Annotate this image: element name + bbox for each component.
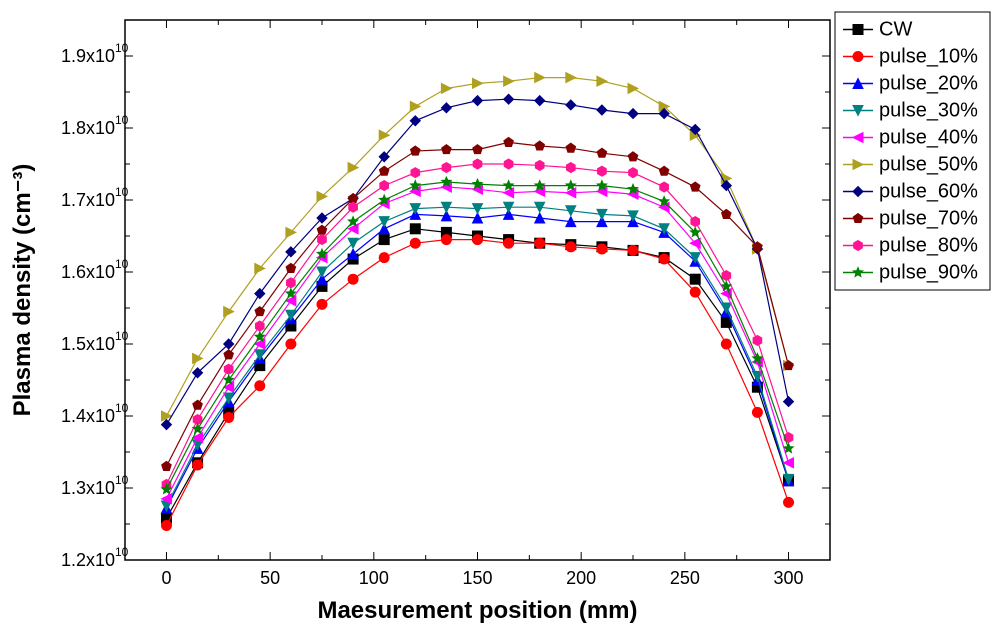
legend-label: pulse_80% xyxy=(879,235,978,257)
x-axis-label: Maesurement position (mm) xyxy=(317,597,637,624)
x-tick-label: 50 xyxy=(260,568,280,588)
x-tick-label: 0 xyxy=(161,568,171,588)
y-tick-label: 1.7x10 xyxy=(61,190,115,210)
legend-label: pulse_10% xyxy=(879,46,978,68)
y-tick-exp: 10 xyxy=(115,185,129,199)
y-tick-label: 1.3x10 xyxy=(61,478,115,498)
x-tick-label: 250 xyxy=(670,568,700,588)
chart-svg: 0501001502002503001.2x10101.3x10101.4x10… xyxy=(0,0,993,633)
y-tick-exp: 10 xyxy=(115,401,129,415)
legend-label: pulse_70% xyxy=(879,208,978,230)
x-tick-label: 200 xyxy=(566,568,596,588)
y-tick-exp: 10 xyxy=(115,473,129,487)
legend-label: pulse_30% xyxy=(879,100,978,122)
y-tick-exp: 10 xyxy=(115,329,129,343)
legend-label: pulse_50% xyxy=(879,154,978,176)
x-tick-label: 300 xyxy=(774,568,804,588)
plasma-density-chart: 0501001502002503001.2x10101.3x10101.4x10… xyxy=(0,0,993,633)
y-tick-label: 1.5x10 xyxy=(61,334,115,354)
legend-label: pulse_40% xyxy=(879,127,978,149)
y-axis-label: Plasma density (cm⁻³) xyxy=(9,164,36,417)
legend-label: pulse_60% xyxy=(879,181,978,203)
y-tick-exp: 10 xyxy=(115,41,129,55)
y-tick-label: 1.9x10 xyxy=(61,46,115,66)
legend: CW pulse_10% pulse_20% pulse_30% pulse_40%pu… xyxy=(835,12,990,290)
legend-label: CW xyxy=(879,19,912,41)
y-tick-exp: 10 xyxy=(115,113,129,127)
y-tick-label: 1.8x10 xyxy=(61,118,115,138)
x-tick-label: 150 xyxy=(462,568,492,588)
y-tick-label: 1.6x10 xyxy=(61,262,115,282)
x-tick-label: 100 xyxy=(359,568,389,588)
y-tick-label: 1.2x10 xyxy=(61,550,115,570)
y-tick-exp: 10 xyxy=(115,257,129,271)
y-tick-exp: 10 xyxy=(115,545,129,559)
legend-label: pulse_90% xyxy=(879,262,978,284)
y-tick-label: 1.4x10 xyxy=(61,406,115,426)
legend-label: pulse_20% xyxy=(879,73,978,95)
